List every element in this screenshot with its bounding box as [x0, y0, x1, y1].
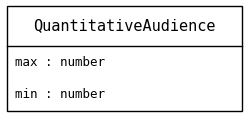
- Bar: [7, 6, 242, 111]
- Text: max : number: max : number: [15, 56, 105, 69]
- Text: min : number: min : number: [15, 88, 105, 101]
- Text: QuantitativeAudience: QuantitativeAudience: [33, 18, 216, 33]
